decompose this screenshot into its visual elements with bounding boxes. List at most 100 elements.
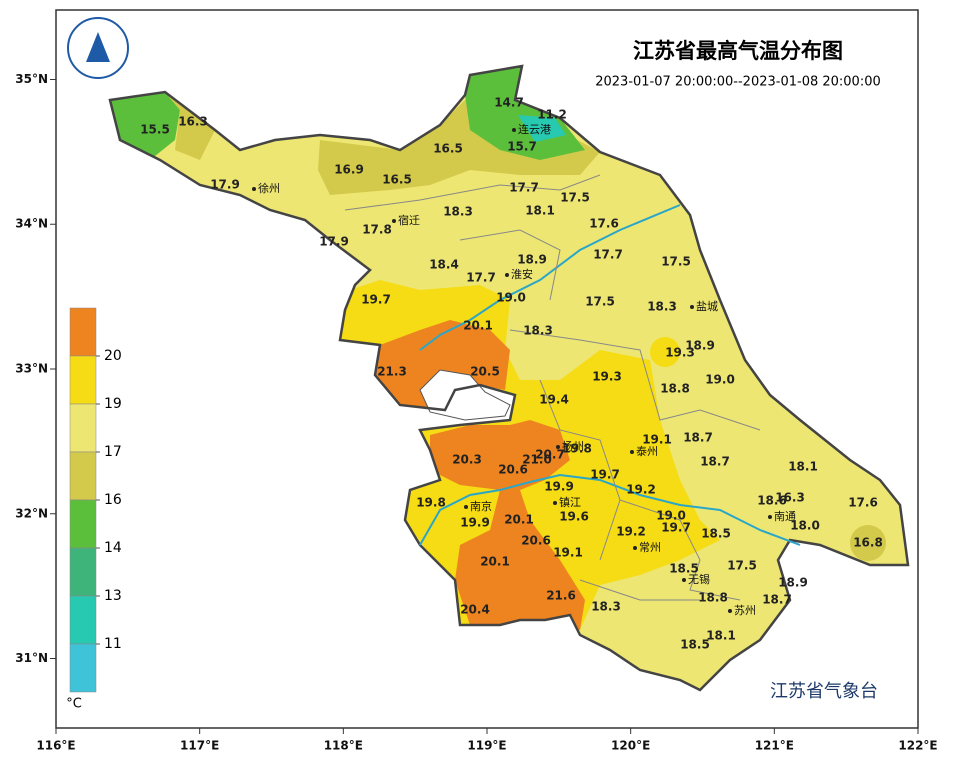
x-tick-label: 116°E xyxy=(36,739,75,753)
station-value: 18.0 xyxy=(790,519,820,533)
station-value: 19.0 xyxy=(656,509,686,523)
station-value: 18.3 xyxy=(647,300,677,314)
station-value: 18.9 xyxy=(517,253,547,267)
city-name: 泰州 xyxy=(636,444,658,458)
station-value: 17.9 xyxy=(319,235,349,249)
station-value: 18.5 xyxy=(680,638,710,652)
station-value: 18.5 xyxy=(669,562,699,576)
city-dot xyxy=(392,219,396,223)
station-value: 16.3 xyxy=(178,115,208,129)
station-value: 19.0 xyxy=(496,291,526,305)
station-value: 17.7 xyxy=(466,271,496,285)
county-borders xyxy=(344,174,761,601)
station-value: 21.6 xyxy=(546,589,576,603)
city-dot xyxy=(682,578,686,582)
station-value: 20.4 xyxy=(460,603,490,617)
city-dot xyxy=(252,187,256,191)
y-tick-label: 33°N xyxy=(15,362,48,376)
station-value: 19.8 xyxy=(416,496,446,510)
legend-swatch xyxy=(69,547,97,597)
legend-tick-label: 13 xyxy=(104,588,122,604)
city-dot xyxy=(690,305,694,309)
city-dot xyxy=(728,609,732,613)
legend-swatch xyxy=(69,595,97,645)
station-value: 17.7 xyxy=(593,248,623,262)
station-value: 18.4 xyxy=(429,258,459,272)
legend-swatch xyxy=(69,403,97,453)
labels: 116°E 117°E 118°E 119°E 120°E 121°E 122°E 31°N 3… xyxy=(15,72,937,753)
station-value: 16.3 xyxy=(775,491,805,505)
station-value: 17.7 xyxy=(509,181,539,195)
station-value: 17.5 xyxy=(727,559,757,573)
logo xyxy=(67,17,129,79)
station-value: 18.1 xyxy=(525,204,555,218)
station-value: 17.9 xyxy=(210,178,240,192)
legend-swatch xyxy=(69,499,97,549)
x-tick-label: 121°E xyxy=(755,739,794,753)
station-value: 18.6 xyxy=(757,494,787,508)
legend-tick-label: 16 xyxy=(104,492,122,508)
rivers xyxy=(419,204,801,546)
station-value: 18.1 xyxy=(706,629,736,643)
station-value: 20.7 xyxy=(535,448,565,462)
station-value: 20.1 xyxy=(480,555,510,569)
city-name: 常州 xyxy=(639,541,661,554)
station-value: 19.7 xyxy=(361,293,391,307)
legend-swatch xyxy=(69,451,97,501)
station-value: 17.5 xyxy=(560,191,590,205)
station-value: 18.9 xyxy=(778,576,808,590)
station-value: 20.1 xyxy=(463,319,493,333)
legend-swatch xyxy=(69,307,97,357)
station-value: 20.6 xyxy=(498,463,528,477)
station-value: 18.3 xyxy=(591,600,621,614)
x-tick-label: 118°E xyxy=(324,739,363,753)
station-value: 19.6 xyxy=(559,510,589,524)
legend-tick-label: 17 xyxy=(104,444,122,460)
source: 江苏省气象台 xyxy=(770,681,878,702)
y-tick-label: 35°N xyxy=(15,72,48,86)
legend-tick-label: 19 xyxy=(104,396,122,412)
station-value: 20.5 xyxy=(470,365,500,379)
legend-tick-label: 14 xyxy=(104,540,122,556)
station-value: 18.3 xyxy=(443,205,473,219)
legend-tick-label: 11 xyxy=(104,636,122,652)
station-value: 21.3 xyxy=(377,365,407,379)
legend-swatch xyxy=(69,643,97,693)
city-name: 宿迁 xyxy=(398,213,420,227)
station-value: 17.6 xyxy=(589,217,619,231)
station-value: 17.5 xyxy=(585,295,615,309)
station-value: 20.3 xyxy=(452,453,482,467)
city-dot xyxy=(556,445,560,449)
city-name: 南通 xyxy=(774,510,796,523)
station-value: 19.1 xyxy=(553,546,583,560)
station-value: 18.7 xyxy=(700,455,730,469)
y-tick-label: 34°N xyxy=(15,217,48,231)
x-tick-label: 117°E xyxy=(180,739,219,753)
station-value: 19.2 xyxy=(626,483,656,497)
station-value: 19.8 xyxy=(562,442,592,456)
station-value: 16.5 xyxy=(382,173,412,187)
station-value: 18.8 xyxy=(698,591,728,605)
station-value: 19.9 xyxy=(544,480,574,494)
city-name: 盐城 xyxy=(696,300,718,313)
city-name: 连云港 xyxy=(518,123,551,136)
station-value: 16.9 xyxy=(334,163,364,177)
city-dot xyxy=(464,505,468,509)
station-value: 19.1 xyxy=(642,433,672,447)
city-name: 镇江 xyxy=(559,495,581,509)
city-name: 苏州 xyxy=(734,604,756,617)
legend-swatch xyxy=(69,355,97,405)
station-value: 19.9 xyxy=(460,516,490,530)
station-value: 17.5 xyxy=(661,255,691,269)
station-value: 19.4 xyxy=(539,393,569,407)
station-value: 19.3 xyxy=(665,346,695,360)
station-value: 19.0 xyxy=(705,373,735,387)
city-name: 南京 xyxy=(470,499,492,513)
station-value: 19.7 xyxy=(661,521,691,535)
subtitle: 2023-01-07 20:00:00--2023-01-08 20:00:00 xyxy=(595,75,881,90)
y-tick-label: 31°N xyxy=(15,651,48,665)
x-tick-label: 120°E xyxy=(611,739,650,753)
station-value: 21.0 xyxy=(522,453,552,467)
